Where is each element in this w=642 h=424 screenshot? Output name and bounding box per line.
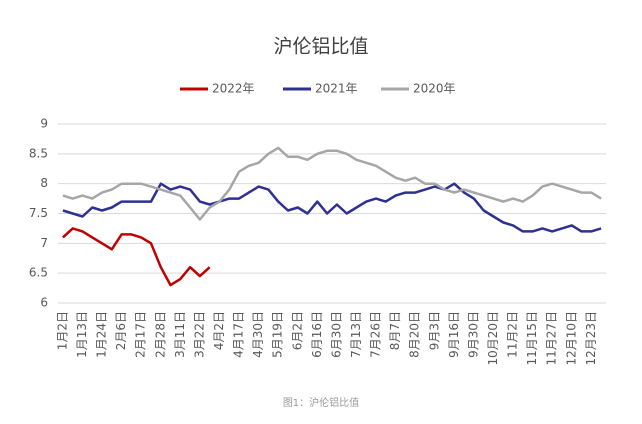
x-tick-label: 1月24日 bbox=[95, 311, 109, 358]
x-tick-label: 6月30日 bbox=[329, 311, 343, 358]
legend-label: 2021年 bbox=[315, 82, 358, 96]
x-tick-label: 6月16日 bbox=[310, 311, 324, 358]
legend-label: 2022年 bbox=[212, 82, 255, 96]
x-tick-label: 12月23日 bbox=[584, 311, 598, 366]
series-line bbox=[62, 182, 602, 233]
y-tick-label: 6.5 bbox=[29, 266, 48, 280]
y-tick-label: 8.5 bbox=[29, 146, 48, 160]
x-tick-label: 8月20日 bbox=[408, 311, 422, 358]
x-tick-label: 3月11日 bbox=[173, 311, 187, 358]
x-tick-label: 2月6日 bbox=[114, 311, 128, 350]
x-tick-label: 9月16日 bbox=[447, 311, 461, 358]
x-tick-label: 4月2日 bbox=[212, 311, 226, 350]
x-tick-label: 4月17日 bbox=[232, 311, 246, 358]
x-tick-label: 5月19日 bbox=[271, 311, 285, 358]
x-tick-label: 4月30日 bbox=[251, 311, 265, 358]
series-line bbox=[62, 227, 211, 287]
x-tick-label: 1月2日 bbox=[55, 311, 69, 350]
y-tick-label: 7 bbox=[40, 236, 48, 250]
x-tick-label: 7月13日 bbox=[349, 311, 363, 358]
y-tick-label: 9 bbox=[40, 117, 48, 131]
x-tick-label: 6月2日 bbox=[290, 311, 304, 350]
y-tick-label: 7.5 bbox=[29, 206, 48, 220]
x-tick-label: 3月22日 bbox=[192, 311, 206, 358]
caption: 图1：沪伦铝比值 bbox=[283, 396, 359, 409]
x-tick-label: 2月28日 bbox=[153, 311, 167, 358]
x-tick-label: 8月7日 bbox=[388, 311, 402, 350]
x-tick-label: 9月30日 bbox=[466, 311, 480, 358]
x-tick-label: 11月15日 bbox=[525, 311, 539, 366]
x-tick-label: 11月27日 bbox=[545, 311, 559, 366]
x-tick-label: 10月20日 bbox=[486, 311, 500, 366]
chart-title: 沪伦铝比值 bbox=[273, 36, 368, 58]
x-tick-label: 12月10日 bbox=[564, 311, 578, 366]
x-tick-label: 1月13日 bbox=[75, 311, 89, 358]
legend-label: 2020年 bbox=[413, 82, 456, 96]
series-line bbox=[62, 146, 602, 221]
y-tick-label: 6 bbox=[40, 296, 48, 310]
x-tick-label: 7月26日 bbox=[369, 311, 383, 358]
y-tick-label: 8 bbox=[40, 176, 48, 190]
x-tick-label: 9月3日 bbox=[427, 311, 441, 350]
x-tick-label: 2月17日 bbox=[134, 311, 148, 358]
x-tick-label: 11月2日 bbox=[506, 311, 520, 358]
